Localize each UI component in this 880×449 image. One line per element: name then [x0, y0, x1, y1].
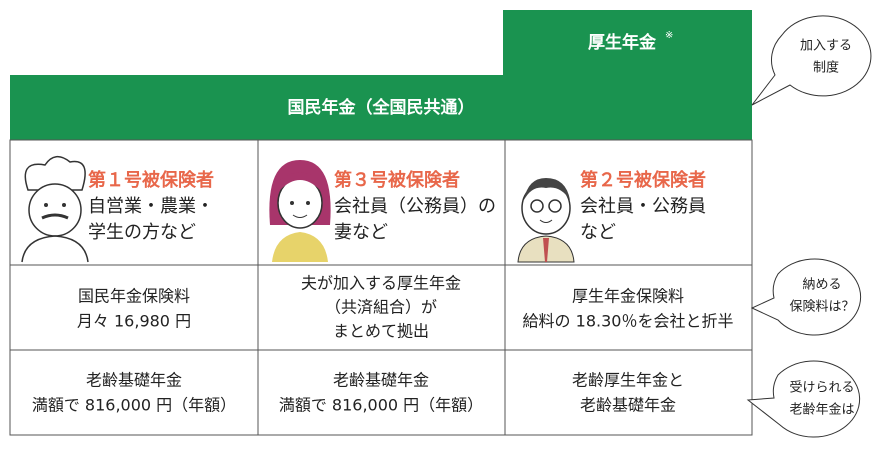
- desc: 妻など: [334, 222, 388, 243]
- premium: まとめて拠出: [333, 322, 429, 341]
- premium: （共済組合）が: [325, 298, 437, 317]
- desc: 自営業・農業・: [88, 196, 214, 217]
- desc: 学生の方など: [88, 222, 196, 243]
- benefit: 満額で 816,000 円（年額）: [32, 396, 236, 415]
- callout-text: 納める: [802, 278, 841, 293]
- callout-text: 保険料は？: [789, 300, 854, 315]
- callout: 納める 保険料は？: [750, 258, 862, 336]
- benefit: 老齢基礎年金: [580, 396, 676, 415]
- benefit: 老齢厚生年金と: [572, 371, 684, 390]
- type-label: 第３号被保険者: [334, 169, 460, 191]
- callout-text: 老齢年金は: [789, 402, 854, 418]
- desc: など: [580, 222, 616, 243]
- callout: 加入する 制度: [751, 15, 872, 106]
- premium: 厚生年金保険料: [572, 287, 684, 306]
- benefit: 満額で 816,000 円（年額）: [279, 396, 483, 415]
- premium: 給料の 18.30％を会社と折半: [523, 312, 734, 331]
- desc: 会社員（公務員）の: [334, 196, 496, 217]
- employee-icon: [517, 178, 575, 263]
- kokumin-label: 国民年金（全国民共通）: [288, 97, 475, 118]
- premium: 国民年金保険料: [78, 287, 190, 306]
- callout: 受けられる 老齢年金は: [746, 360, 861, 438]
- callout-text: 制度: [813, 60, 839, 76]
- chef-icon: [21, 156, 89, 263]
- kosei-box: [503, 10, 752, 75]
- desc: 会社員・公務員: [580, 196, 706, 217]
- kokumin-box: [10, 75, 752, 140]
- wife-icon: [269, 160, 331, 262]
- callout-text: 加入する: [800, 39, 852, 54]
- premium: 月々 16,980 円: [77, 312, 191, 331]
- callout-text: 受けられる: [789, 381, 854, 396]
- type-label: 第１号被保険者: [88, 169, 214, 191]
- premium: 夫が加入する厚生年金: [301, 274, 461, 293]
- kosei-label: 厚生年金: [588, 32, 657, 53]
- kosei-note: ※: [665, 30, 673, 41]
- type-label: 第２号被保険者: [580, 169, 706, 191]
- benefit: 老齢基礎年金: [86, 371, 182, 390]
- benefit: 老齢基礎年金: [333, 371, 429, 390]
